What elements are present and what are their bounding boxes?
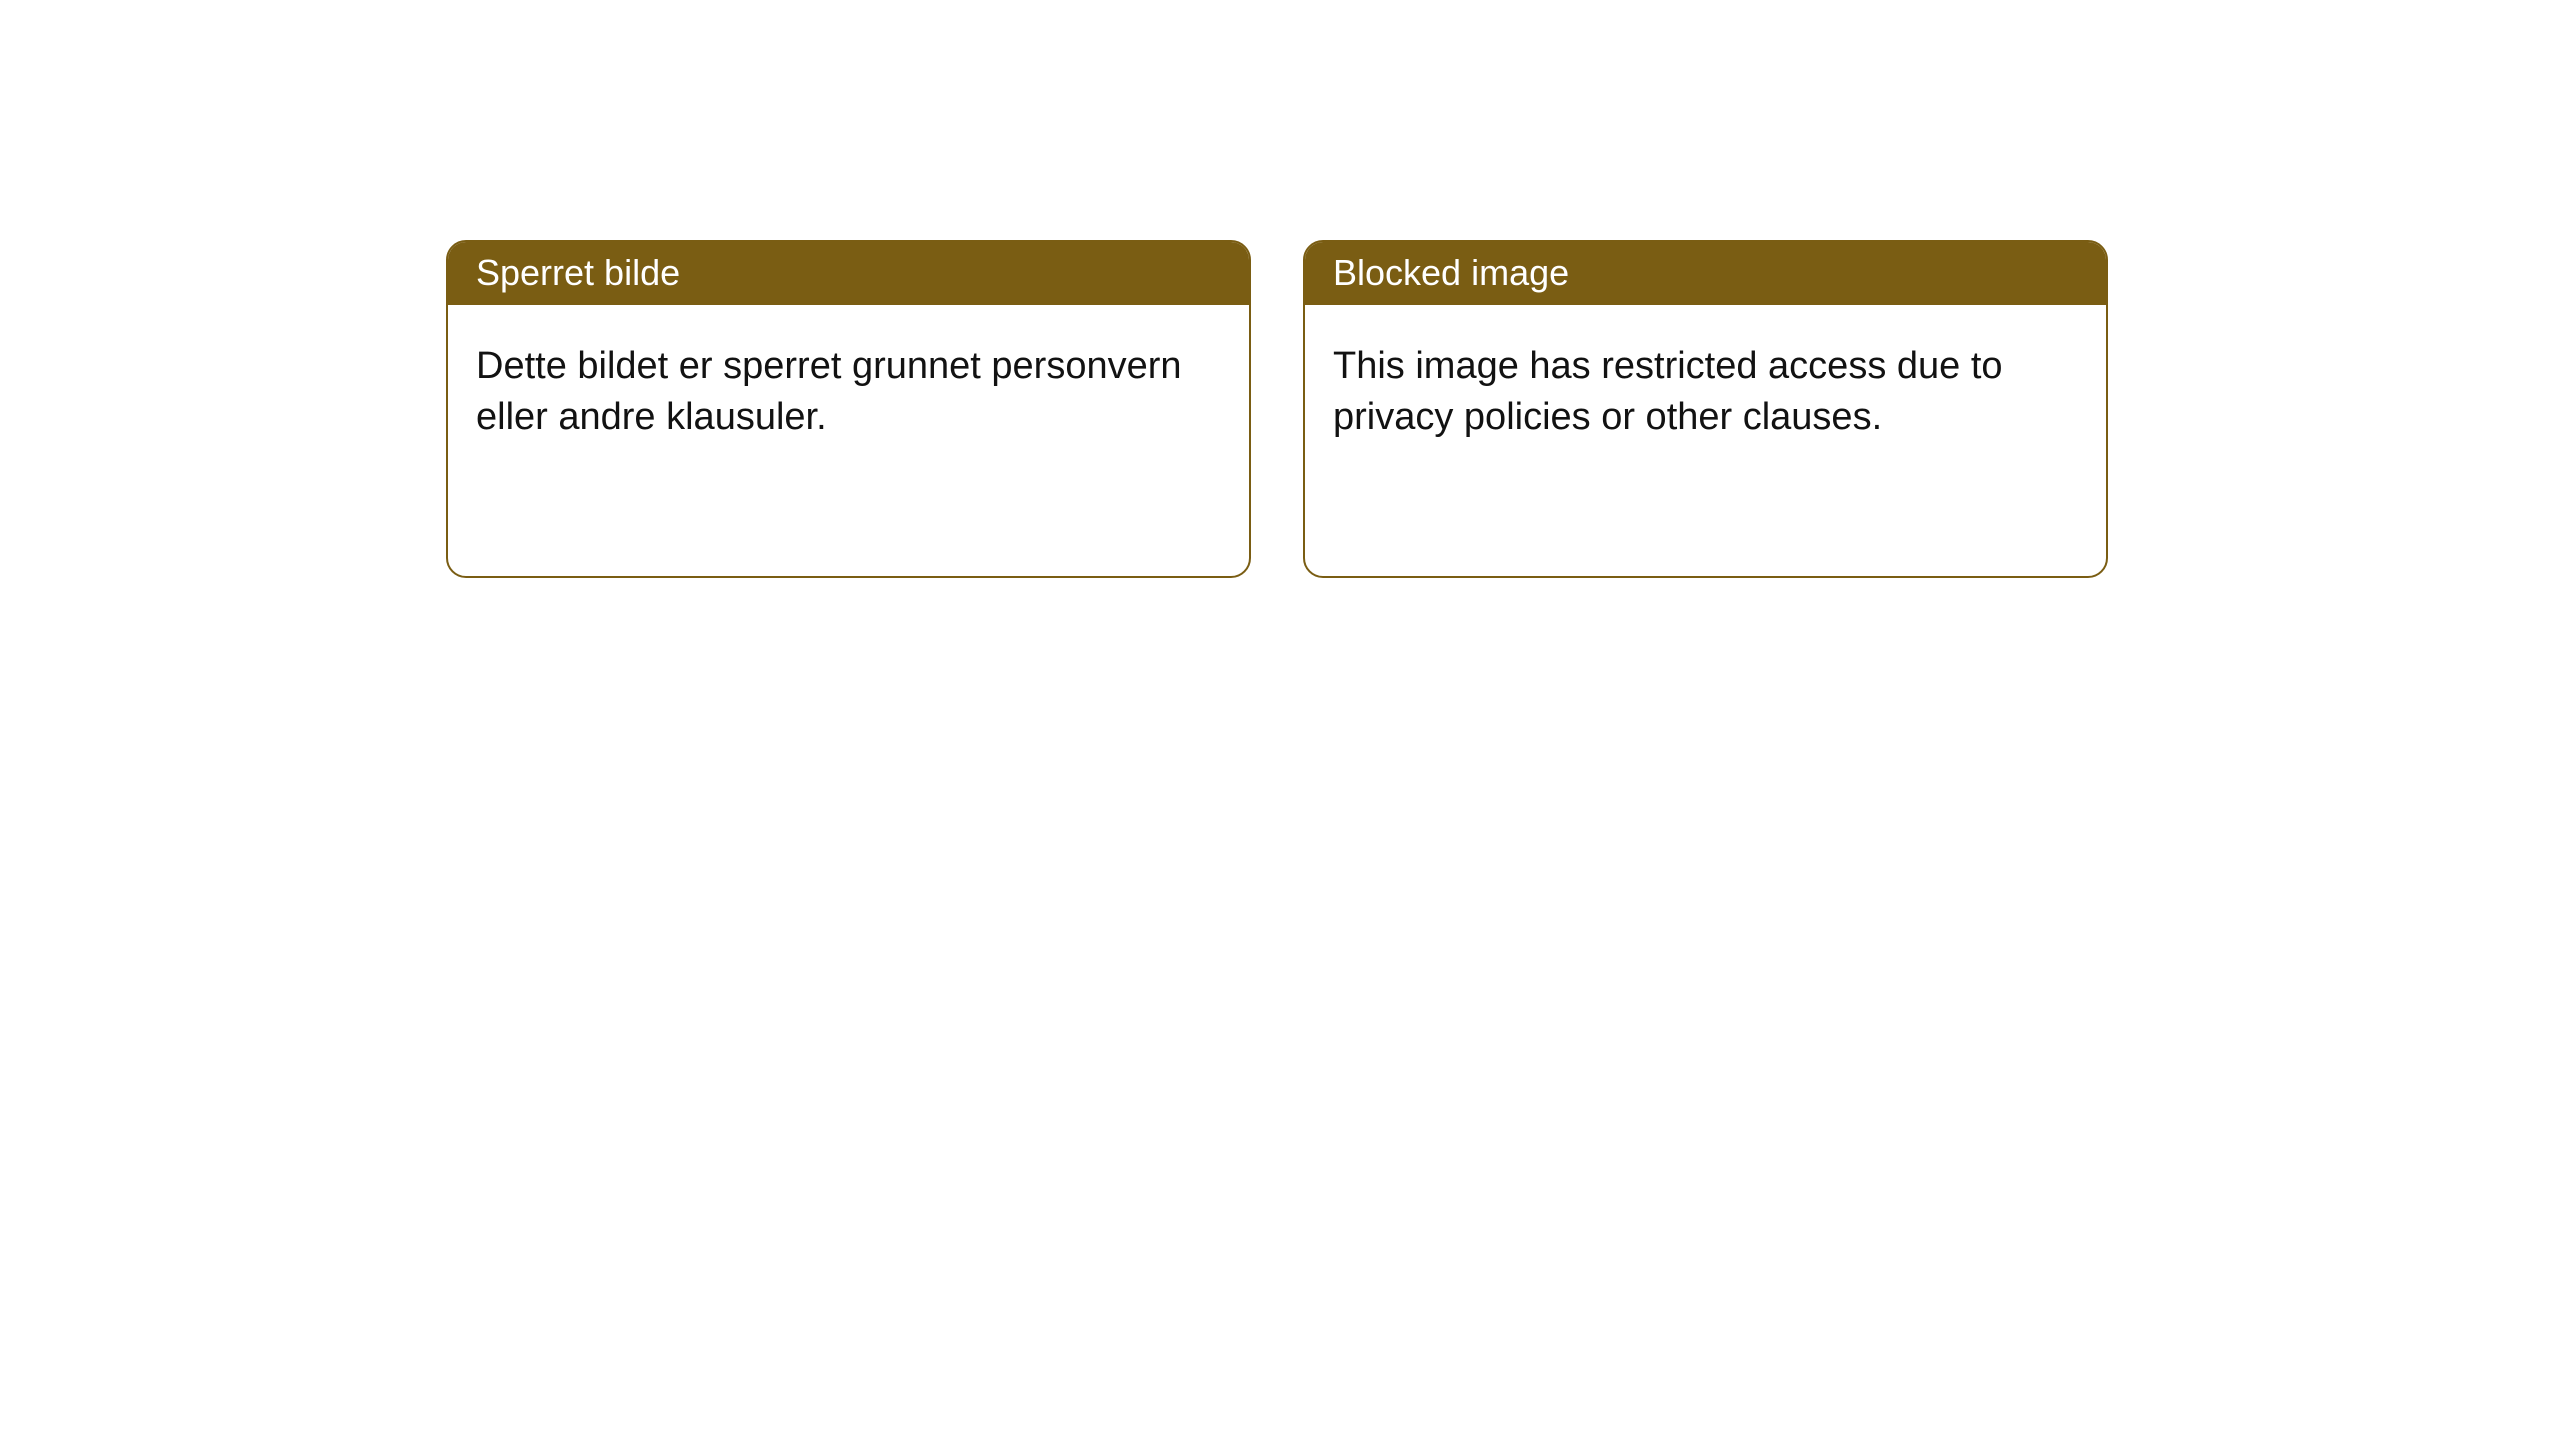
notice-card-title: Sperret bilde	[448, 242, 1249, 305]
notice-container: Sperret bilde Dette bildet er sperret gr…	[0, 0, 2560, 578]
notice-card-body: This image has restricted access due to …	[1305, 305, 2106, 472]
notice-card-en: Blocked image This image has restricted …	[1303, 240, 2108, 578]
notice-card-no: Sperret bilde Dette bildet er sperret gr…	[446, 240, 1251, 578]
notice-card-body: Dette bildet er sperret grunnet personve…	[448, 305, 1249, 472]
notice-card-title: Blocked image	[1305, 242, 2106, 305]
